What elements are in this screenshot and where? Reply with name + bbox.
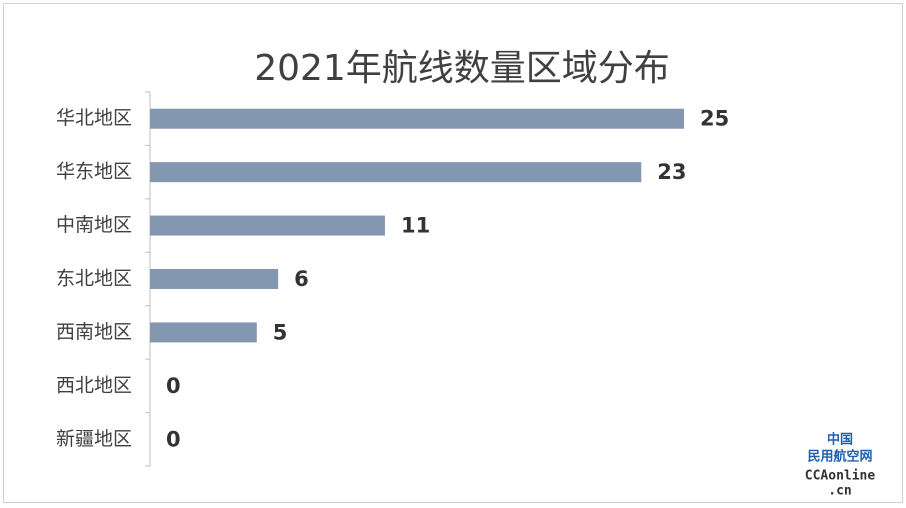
bar bbox=[150, 269, 279, 289]
chart-frame bbox=[3, 3, 903, 503]
value-label: 11 bbox=[401, 214, 430, 238]
bar bbox=[150, 108, 684, 129]
bar bbox=[150, 322, 257, 343]
value-label: 0 bbox=[166, 374, 181, 398]
watermark-text: .cn bbox=[828, 484, 851, 499]
value-label: 25 bbox=[700, 107, 729, 131]
watermark-text: 中国 bbox=[827, 432, 853, 448]
category-label: 华东地区 bbox=[56, 161, 132, 183]
value-label: 0 bbox=[166, 427, 181, 451]
value-label: 23 bbox=[657, 160, 686, 184]
category-label: 西北地区 bbox=[56, 374, 132, 396]
bar bbox=[150, 162, 642, 183]
category-label: 中南地区 bbox=[56, 214, 132, 236]
category-label: 西南地区 bbox=[56, 321, 132, 343]
value-label: 5 bbox=[273, 320, 288, 344]
watermark-text: CCAonline bbox=[805, 469, 876, 484]
category-label: 东北地区 bbox=[56, 268, 132, 290]
chart-title: 2021年航线数量区域分布 bbox=[254, 48, 670, 89]
category-label: 华北地区 bbox=[56, 107, 132, 129]
value-label: 6 bbox=[294, 267, 309, 291]
bar bbox=[150, 215, 385, 236]
category-label: 新疆地区 bbox=[56, 428, 132, 450]
watermark-text: 民用航空网 bbox=[807, 449, 872, 465]
